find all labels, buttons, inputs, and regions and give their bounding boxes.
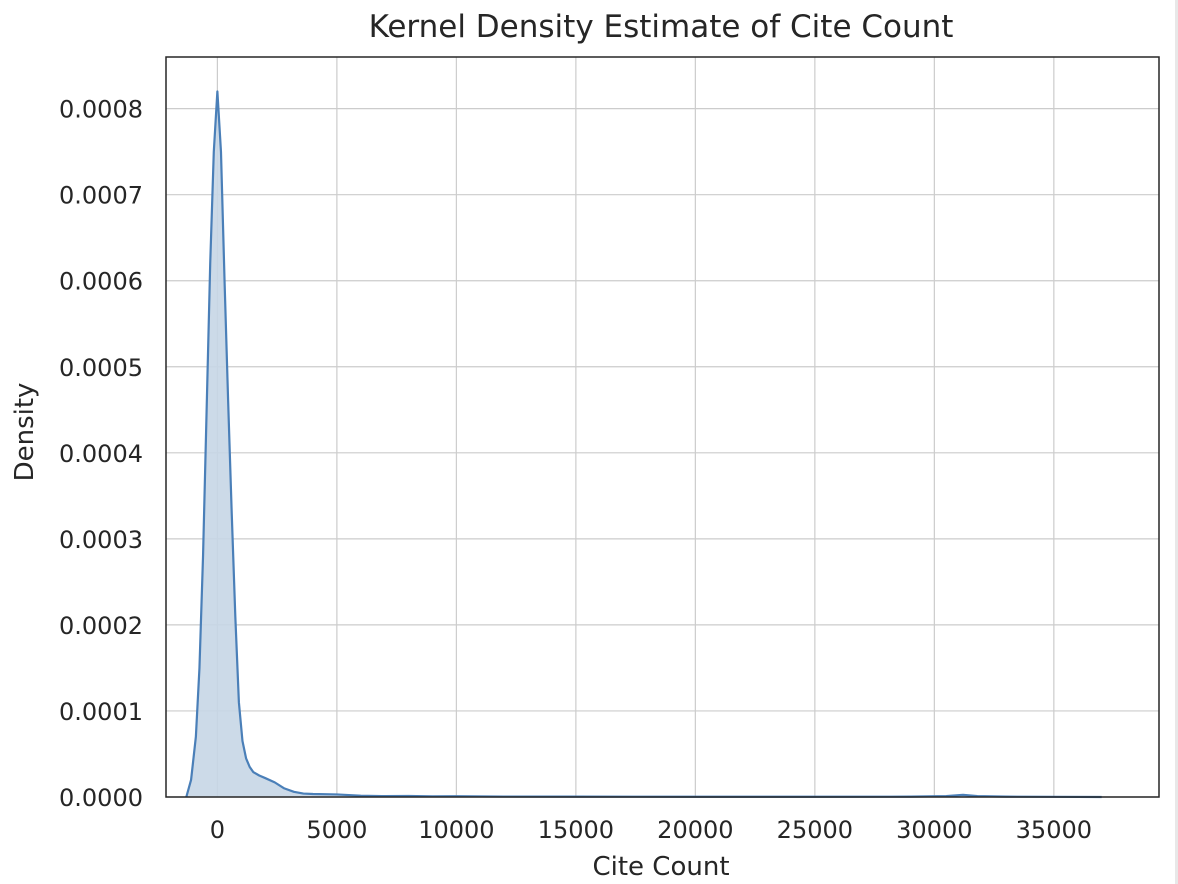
y-tick-labels: 0.0000 0.0001 0.0002 0.0003 0.0004 0.0005 0.00… [59, 96, 143, 812]
y-tick-label: 0.0008 [59, 96, 143, 124]
plot-frame [165, 56, 1160, 798]
x-tick-labels: 0 5000 10000 15000 20000 25000 30000 35000 [210, 816, 1092, 844]
x-tick-label: 25000 [777, 816, 853, 844]
x-tick-label: 30000 [896, 816, 972, 844]
density-curve-group [185, 90, 1102, 799]
x-tick-label: 20000 [657, 816, 733, 844]
x-tick-label: 10000 [418, 816, 494, 844]
chart-title: Kernel Density Estimate of Cite Count [369, 9, 954, 45]
x-tick-label: 35000 [1016, 816, 1092, 844]
y-tick-label: 0.0003 [59, 526, 143, 554]
window-edge [1175, 0, 1178, 884]
density-area [186, 91, 1102, 798]
y-tick-label: 0.0002 [59, 612, 143, 640]
density-line [185, 90, 1102, 799]
grid [166, 57, 1159, 798]
y-tick-label: 0.0000 [59, 784, 143, 812]
y-tick-label: 0.0006 [59, 268, 143, 296]
x-tick-label: 0 [210, 816, 225, 844]
y-tick-label: 0.0005 [59, 354, 143, 382]
x-tick-label: 5000 [306, 816, 367, 844]
y-tick-label: 0.0004 [59, 440, 143, 468]
y-tick-label: 0.0007 [59, 182, 143, 210]
y-axis-label: Density [10, 383, 40, 482]
x-axis-label: Cite Count [592, 852, 729, 882]
x-tick-label: 15000 [538, 816, 614, 844]
y-tick-label: 0.0001 [59, 698, 143, 726]
